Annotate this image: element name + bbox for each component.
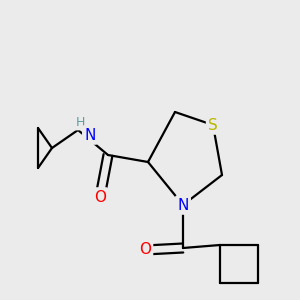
Text: N: N bbox=[84, 128, 96, 142]
Text: O: O bbox=[94, 190, 106, 205]
Text: N: N bbox=[177, 197, 189, 212]
Text: H: H bbox=[75, 116, 85, 128]
Text: S: S bbox=[208, 118, 218, 133]
Text: O: O bbox=[139, 242, 151, 257]
